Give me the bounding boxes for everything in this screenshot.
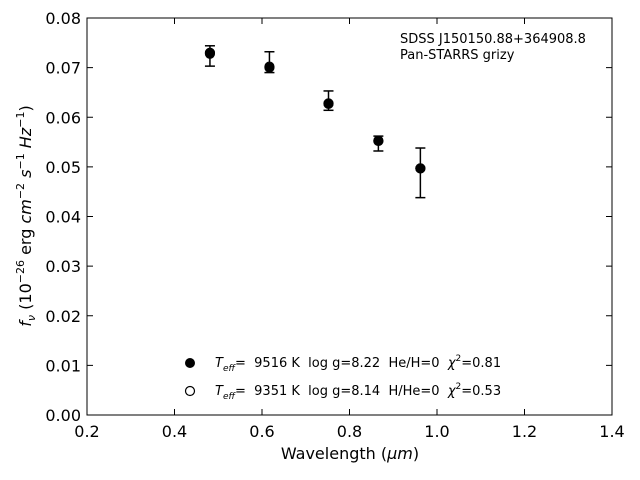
legend: Teff= 9516 K log g=8.22 He/H=0 χ2=0.81 T… <box>184 354 501 402</box>
model-point-filled <box>204 48 216 59</box>
x-tick-label: 0.6 <box>249 422 274 441</box>
y-tick-label: 0.08 <box>45 9 81 28</box>
model-point-filled <box>415 163 426 174</box>
y-tick-label: 0.06 <box>45 108 81 127</box>
x-tick-label: 1.2 <box>512 422 537 441</box>
x-tick-label: 0.8 <box>337 422 362 441</box>
y-tick-label: 0.00 <box>45 406 81 425</box>
y-axis-label: fν (10−26 erg cm−2 s−1 Hz−1) <box>14 105 38 326</box>
legend-entry-2: Teff= 9351 K log g=8.14 H/He=0 χ2=0.53 <box>215 382 501 402</box>
y-tick-label: 0.07 <box>45 59 81 78</box>
axis-ticks: 0.2 0.4 0.6 0.8 1.0 1.2 1.4 0.00 0.01 0.02 0.03 0.0… <box>45 9 624 441</box>
model-point-filled <box>323 98 334 109</box>
x-tick-label: 0.4 <box>162 422 187 441</box>
x-tick-label: 0.2 <box>74 422 99 441</box>
x-axis-label: Wavelength (μm) <box>281 444 419 463</box>
y-tick-label: 0.04 <box>45 208 81 227</box>
plot-area <box>86 17 613 416</box>
legend-entry-1: Teff= 9516 K log g=8.22 He/H=0 χ2=0.81 <box>215 354 501 374</box>
legend-marker-open <box>184 385 196 397</box>
x-tick-label: 1.0 <box>424 422 449 441</box>
y-tick-label: 0.02 <box>45 307 81 326</box>
y-tick-label: 0.03 <box>45 257 81 276</box>
model-points <box>204 47 426 174</box>
annotation-line-1: SDSS J150150.88+364908.8 <box>400 32 586 47</box>
legend-marker-filled <box>185 358 195 368</box>
y-tick-label: 0.05 <box>45 158 81 177</box>
y-tick-label: 0.01 <box>45 356 81 375</box>
annotation-line-2: Pan-STARRS grizy <box>400 48 515 63</box>
x-tick-label: 1.4 <box>599 422 624 441</box>
model-point-filled <box>373 135 384 147</box>
model-point-filled <box>264 62 275 73</box>
